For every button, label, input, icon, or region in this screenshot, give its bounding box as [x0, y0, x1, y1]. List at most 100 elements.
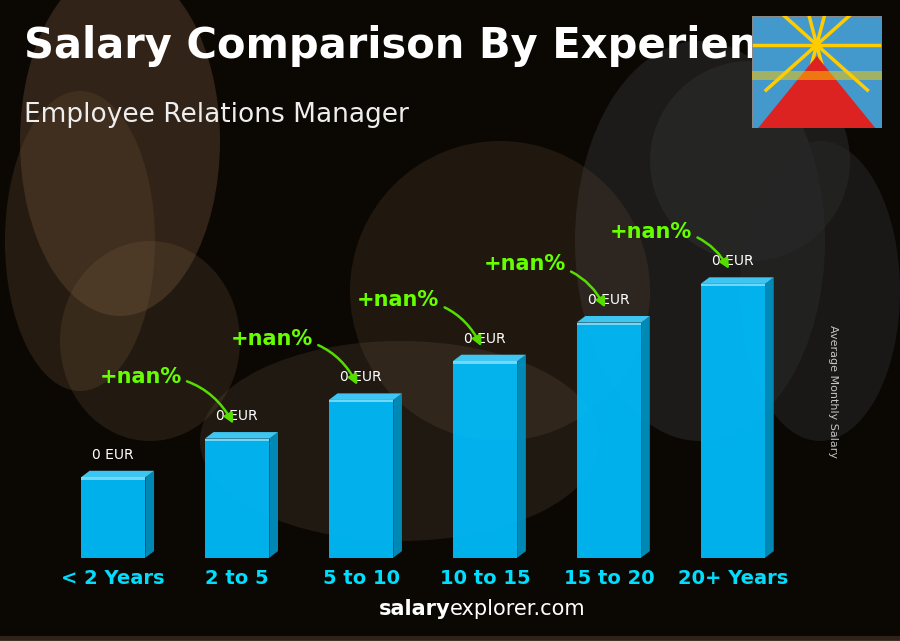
- Bar: [0, 638, 900, 641]
- Bar: [0, 637, 900, 640]
- Bar: [0, 637, 900, 640]
- Bar: [0, 639, 900, 641]
- Bar: [0, 637, 900, 640]
- Text: Employee Relations Manager: Employee Relations Manager: [24, 102, 409, 128]
- Text: 0 EUR: 0 EUR: [216, 409, 258, 423]
- Bar: [0, 639, 900, 641]
- Bar: [0, 638, 900, 641]
- Bar: [0, 638, 900, 641]
- Bar: [0, 637, 900, 640]
- Ellipse shape: [200, 341, 600, 541]
- Bar: [0, 639, 900, 641]
- Bar: [0, 638, 900, 641]
- Bar: [0, 638, 900, 641]
- Bar: [0, 637, 900, 640]
- Bar: [0, 638, 900, 641]
- Bar: [0, 638, 900, 641]
- Bar: [0, 638, 900, 641]
- Text: 0 EUR: 0 EUR: [464, 332, 506, 345]
- Bar: [0, 638, 900, 641]
- Bar: [0, 637, 900, 640]
- Bar: [0, 638, 900, 641]
- Bar: [0, 637, 900, 640]
- Bar: [0, 637, 900, 640]
- Bar: [0, 637, 900, 640]
- Bar: [0, 638, 900, 641]
- Polygon shape: [81, 470, 154, 478]
- Bar: [0, 638, 900, 641]
- Bar: [0, 637, 900, 640]
- Bar: [0, 638, 900, 641]
- Bar: [0, 637, 900, 640]
- Bar: [0, 638, 900, 641]
- Bar: [700, 284, 765, 287]
- Ellipse shape: [575, 41, 825, 441]
- Bar: [0, 637, 900, 640]
- Bar: [0, 638, 900, 641]
- Bar: [0, 637, 900, 640]
- Bar: [0, 638, 900, 641]
- Bar: [0, 638, 900, 641]
- Bar: [0, 639, 900, 641]
- Bar: [0, 637, 900, 640]
- Text: +nan%: +nan%: [230, 329, 356, 383]
- Bar: [0, 639, 900, 641]
- Bar: [0, 638, 900, 641]
- Bar: [0, 638, 900, 641]
- Bar: [0, 639, 900, 641]
- Bar: [0, 637, 900, 640]
- Bar: [0, 638, 900, 641]
- Bar: [0, 637, 900, 640]
- Bar: [0, 637, 900, 640]
- Bar: [0, 637, 900, 640]
- Bar: [0, 637, 900, 640]
- Bar: [0, 638, 900, 641]
- Bar: [0, 637, 900, 640]
- Bar: [0, 637, 900, 640]
- Bar: [0, 638, 900, 641]
- Bar: [0, 638, 900, 641]
- Bar: [0, 638, 900, 641]
- Bar: [0, 638, 900, 641]
- Bar: [0, 637, 900, 640]
- Bar: [0, 637, 900, 640]
- Bar: [0, 639, 900, 641]
- Bar: [0, 637, 900, 640]
- Polygon shape: [146, 470, 154, 558]
- Bar: [0, 639, 900, 641]
- Bar: [0, 639, 900, 641]
- Bar: [0, 638, 900, 641]
- Bar: [328, 400, 393, 403]
- Text: Average Monthly Salary: Average Monthly Salary: [827, 324, 838, 458]
- Bar: [0, 638, 900, 641]
- Bar: [0, 637, 900, 640]
- Bar: [0, 638, 900, 641]
- Bar: [0, 638, 900, 641]
- Bar: [0, 637, 900, 640]
- Bar: [0, 639, 900, 641]
- Bar: [0, 638, 900, 641]
- Bar: [0, 637, 900, 640]
- Bar: [0, 639, 900, 641]
- Bar: [0, 637, 900, 640]
- Bar: [0, 638, 900, 641]
- Bar: [0, 638, 900, 641]
- Bar: [0, 638, 900, 641]
- Bar: [0, 638, 900, 641]
- Bar: [0, 638, 900, 641]
- Bar: [0, 638, 900, 641]
- Bar: [0, 638, 900, 641]
- Bar: [0, 638, 900, 641]
- Polygon shape: [641, 316, 650, 558]
- Bar: [0, 638, 900, 641]
- Bar: [0, 639, 900, 641]
- Bar: [0, 638, 900, 641]
- Bar: [700, 284, 765, 558]
- Bar: [0, 637, 900, 640]
- Bar: [0, 637, 900, 640]
- Bar: [0, 638, 900, 641]
- Bar: [0, 637, 900, 640]
- Bar: [0, 637, 900, 640]
- Bar: [0, 637, 900, 640]
- Bar: [0, 639, 900, 641]
